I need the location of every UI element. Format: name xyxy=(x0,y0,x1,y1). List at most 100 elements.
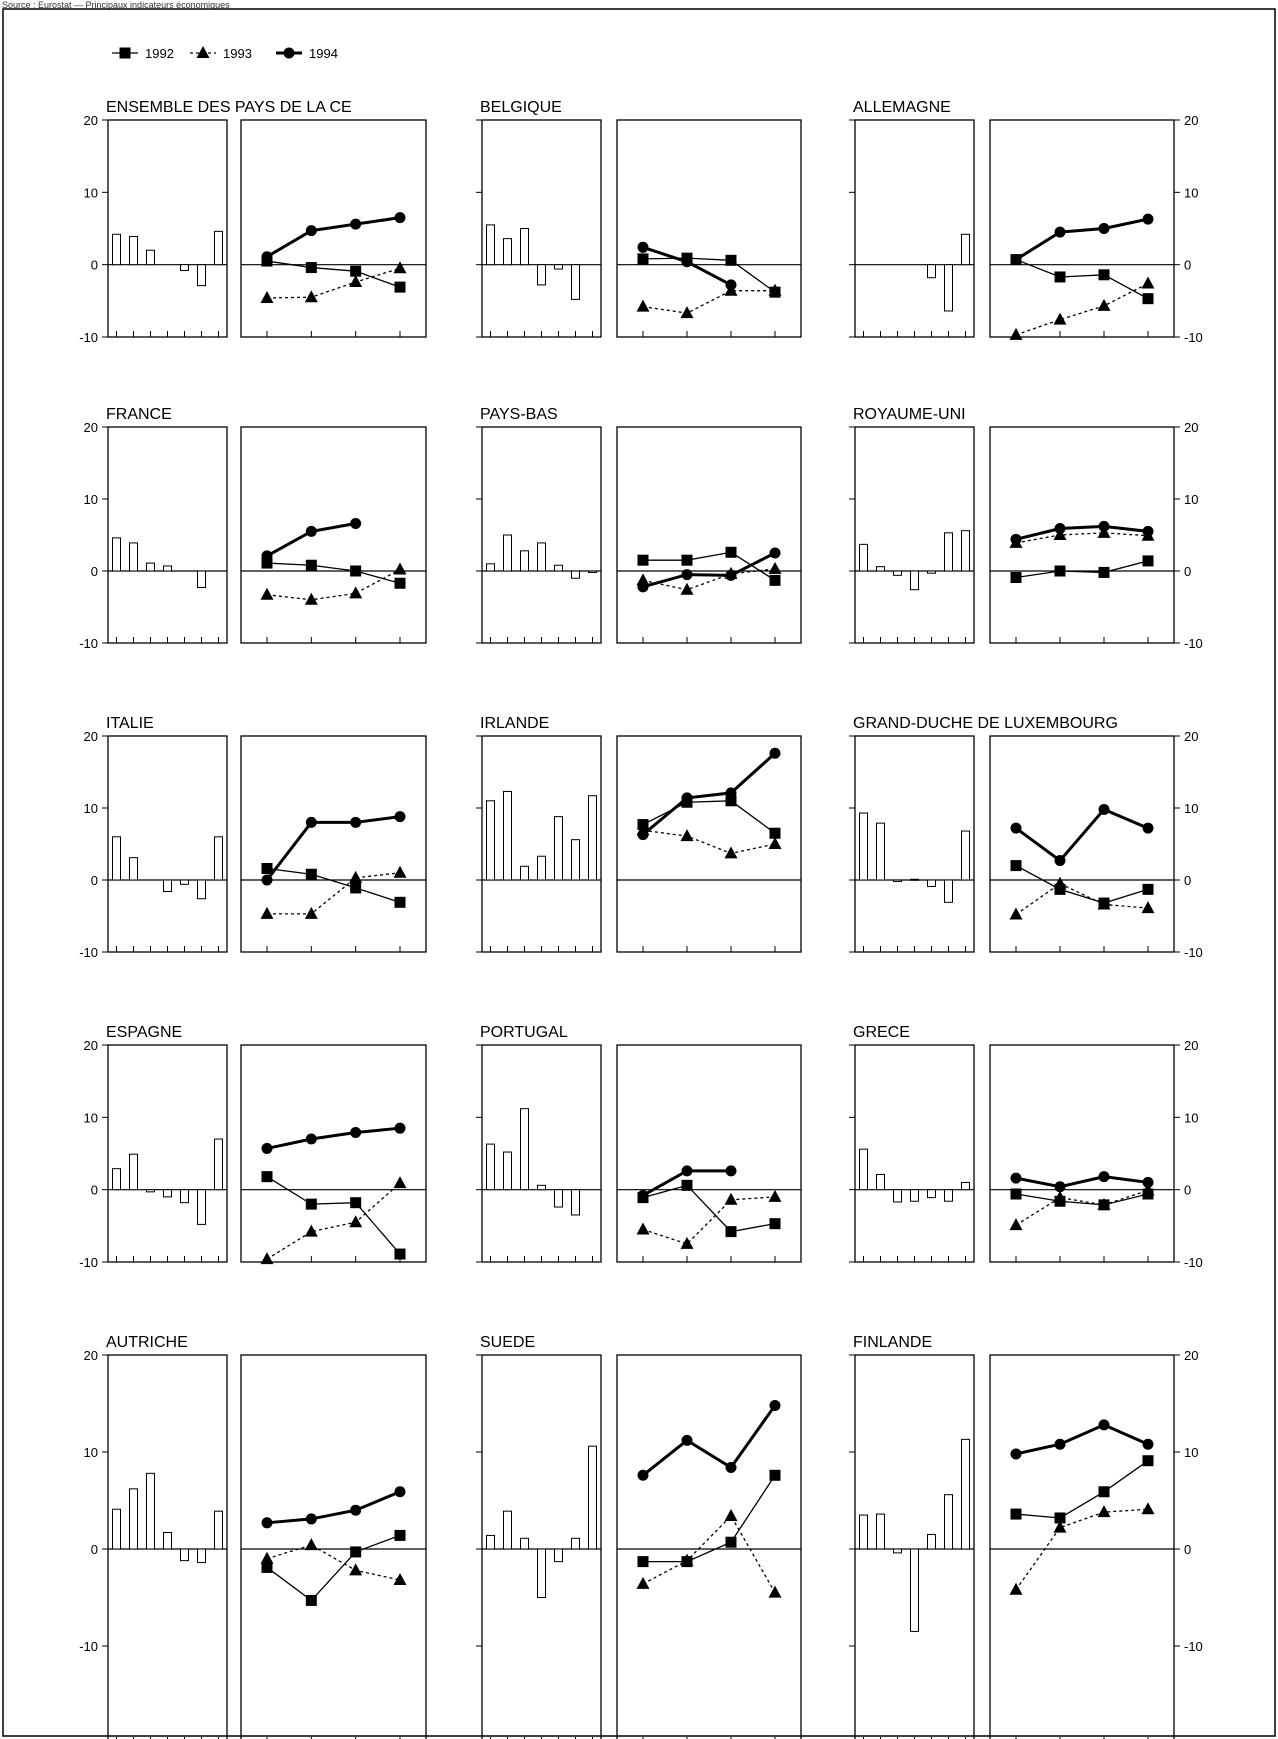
point-1993 xyxy=(768,561,782,574)
y-tick-label-right: -10 xyxy=(1184,330,1203,345)
series-line-1993 xyxy=(1015,282,1149,336)
point-1992 xyxy=(769,1218,781,1230)
point-1993 xyxy=(724,1509,738,1522)
point-1994 xyxy=(1010,1448,1022,1460)
point-1992 xyxy=(350,565,362,577)
point-1992 xyxy=(1142,883,1154,895)
point-1993 xyxy=(304,592,318,605)
point-1994 xyxy=(1054,855,1066,867)
series-line-1993 xyxy=(1015,532,1149,544)
point-1993 xyxy=(349,586,363,599)
y-tick-label-right: -10 xyxy=(1184,1639,1203,1654)
annual-bar xyxy=(163,879,172,893)
annual-bar xyxy=(876,1513,885,1550)
y-tick-label-right: -10 xyxy=(1184,636,1203,651)
point-1994 xyxy=(725,1462,737,1474)
point-1993 xyxy=(349,870,363,883)
point-1994 xyxy=(1054,1438,1066,1450)
point-1994 xyxy=(1142,822,1154,834)
point-1994 xyxy=(725,279,737,291)
annual-bar xyxy=(129,857,138,881)
y-tick-label-right: 0 xyxy=(1184,564,1191,579)
point-1992 xyxy=(394,1529,406,1541)
annual-bar xyxy=(944,1189,953,1202)
y-tick-label: 0 xyxy=(91,564,98,579)
point-1994 xyxy=(305,1513,317,1525)
annual-bar xyxy=(944,1494,953,1550)
panel-9: ESPAGNE 20 10 0 -10 xyxy=(79,1024,427,1270)
annual-bar xyxy=(503,1510,512,1550)
annual-bar xyxy=(486,563,495,572)
point-1992 xyxy=(725,254,737,266)
annual-bar xyxy=(537,1548,546,1598)
annual-bar xyxy=(503,238,512,266)
point-1992 xyxy=(725,1226,737,1238)
quarterly-frame xyxy=(616,119,802,338)
point-1994 xyxy=(681,1434,693,1446)
annual-bar xyxy=(197,570,206,589)
point-1994 xyxy=(261,1517,273,1529)
annual-bar xyxy=(910,1548,919,1632)
annual-bar xyxy=(520,228,529,266)
annual-bar xyxy=(961,233,970,266)
point-1993 xyxy=(680,1553,694,1566)
point-1992 xyxy=(305,262,317,274)
point-1993 xyxy=(636,573,650,586)
series-line-1992 xyxy=(266,562,401,584)
series-line-1993 xyxy=(642,829,776,855)
point-1992 xyxy=(1054,565,1066,577)
outer-frame xyxy=(2,8,1276,1737)
quarterly-frame xyxy=(616,1044,802,1263)
point-1993 xyxy=(724,1192,738,1205)
annual-bar xyxy=(197,879,206,900)
annual-bar xyxy=(876,1173,885,1191)
annual-frame xyxy=(107,426,228,644)
annual-frame xyxy=(854,426,975,644)
point-1993 xyxy=(260,587,274,600)
point-1993 xyxy=(260,1551,274,1564)
annual-bar xyxy=(554,1189,563,1208)
annual-bar xyxy=(893,570,902,576)
point-1994 xyxy=(394,212,406,224)
annual-bar xyxy=(588,795,597,881)
panel-title: ENSEMBLE DES PAYS DE LA CE xyxy=(106,99,352,116)
point-1993 xyxy=(260,290,274,303)
point-1993 xyxy=(260,1252,274,1265)
annual-bar xyxy=(503,1151,512,1191)
series-line-1993 xyxy=(1015,1508,1149,1591)
annual-bar xyxy=(893,1189,902,1203)
series-line-1992 xyxy=(643,1474,776,1563)
point-1993 xyxy=(768,1189,782,1202)
annual-bar xyxy=(571,839,580,881)
point-1992 xyxy=(637,1556,649,1568)
annual-bar xyxy=(163,1189,172,1198)
annual-bar xyxy=(537,855,546,881)
annual-bar xyxy=(146,249,155,266)
point-1993 xyxy=(1097,298,1111,311)
y-tick-label: 20 xyxy=(84,113,98,128)
point-1994 xyxy=(769,1399,781,1411)
annual-bar xyxy=(129,235,138,266)
point-1994 xyxy=(769,547,781,559)
point-1993 xyxy=(1097,1505,1111,1518)
point-1994 xyxy=(769,747,781,759)
annual-bar xyxy=(927,879,936,887)
y-tick-label-right: 0 xyxy=(1184,258,1191,273)
y-tick-label: 10 xyxy=(84,1110,98,1125)
point-1992 xyxy=(350,265,362,277)
annual-frame xyxy=(107,119,228,338)
annual-bar xyxy=(112,233,121,266)
point-1992 xyxy=(394,1248,406,1260)
annual-bar xyxy=(927,1189,936,1199)
y-tick-label: 20 xyxy=(84,729,98,744)
annual-bar xyxy=(486,1534,495,1550)
point-1992 xyxy=(1098,269,1110,281)
annual-frame xyxy=(854,119,975,338)
annual-frame xyxy=(854,1044,975,1263)
panel-title: AUTRICHE xyxy=(106,1334,188,1351)
point-1993 xyxy=(680,306,694,319)
series-line-1994 xyxy=(1015,807,1149,863)
point-1992 xyxy=(1098,1486,1110,1498)
annual-bar xyxy=(859,1514,868,1550)
